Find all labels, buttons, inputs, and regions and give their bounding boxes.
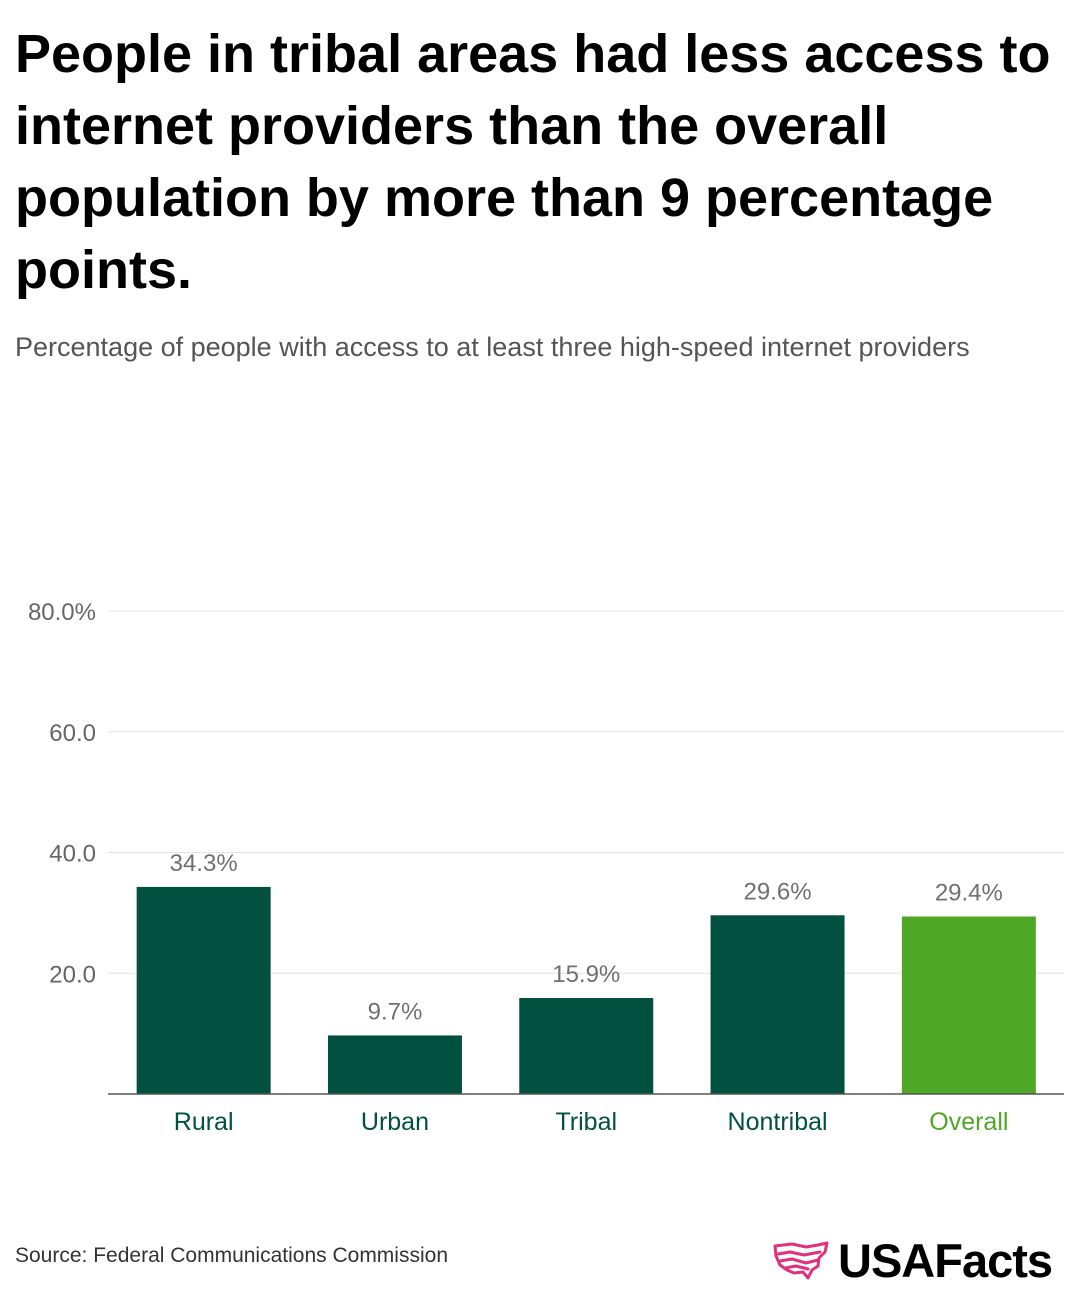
category-label-rural: Rural	[174, 1108, 234, 1136]
y-tick-label: 80.0%	[28, 599, 96, 626]
bar-overall	[901, 916, 1036, 1094]
chart-title: People in tribal areas had less access t…	[15, 24, 1051, 300]
bar-rural	[136, 886, 271, 1094]
category-label-nontribal: Nontribal	[728, 1108, 828, 1136]
y-tick-label: 20.0	[49, 961, 96, 988]
chart-subtitle: Percentage of people with access to at l…	[15, 332, 970, 362]
source-note: Source: Federal Communications Commissio…	[15, 1244, 448, 1267]
x-axis-ticks: Rural Urban Tribal Nontribal Overall	[174, 1108, 1009, 1136]
value-label-urban: 9.7%	[368, 998, 423, 1025]
value-label-overall: 29.4%	[935, 879, 1003, 906]
y-axis-ticks: 20.0 40.0 60.0 80.0%	[28, 599, 96, 988]
bars	[136, 886, 1036, 1094]
brand-name: USAFacts	[838, 1233, 1053, 1287]
value-label-nontribal: 29.6%	[744, 878, 812, 905]
bar-tribal	[519, 998, 654, 1094]
bar-nontribal	[710, 915, 845, 1094]
us-map-icon	[773, 1241, 829, 1280]
y-tick-label: 60.0	[49, 720, 96, 747]
value-label-tribal: 15.9%	[552, 961, 620, 988]
data-labels: 34.3% 9.7% 15.9% 29.6% 29.4%	[170, 850, 1003, 1026]
category-label-overall: Overall	[929, 1108, 1008, 1136]
y-tick-label: 40.0	[49, 841, 96, 868]
bar-urban	[327, 1035, 462, 1094]
brand-logo: USAFacts	[772, 1232, 1053, 1288]
category-label-tribal: Tribal	[555, 1108, 617, 1136]
category-label-urban: Urban	[361, 1108, 429, 1136]
value-label-rural: 34.3%	[170, 850, 238, 877]
